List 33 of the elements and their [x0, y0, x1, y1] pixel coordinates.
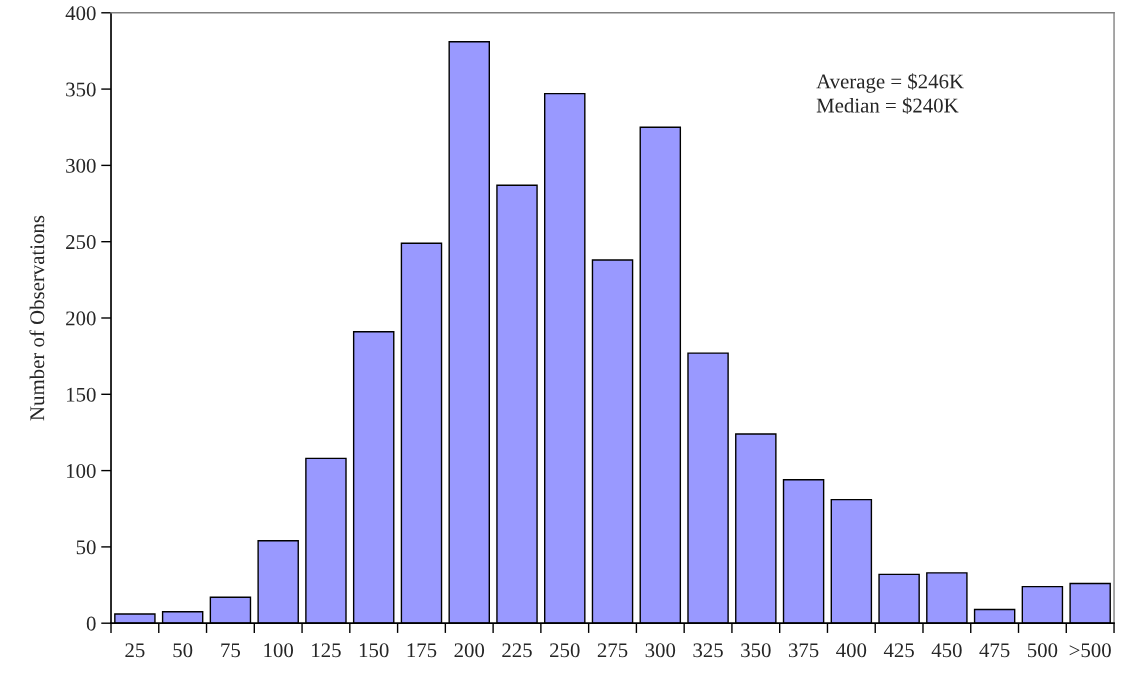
x-tick-label: 450	[931, 643, 962, 658]
x-tick-label: 425	[883, 643, 914, 658]
annotation: Median = $240K	[816, 97, 959, 114]
x-tick-label: 275	[597, 643, 628, 658]
y-tick-label: 150	[67, 387, 96, 402]
y-tick-label: 50	[76, 540, 96, 555]
x-tick-label: 25	[125, 643, 145, 658]
x-tick-label: 475	[979, 643, 1010, 658]
y-tick-label: 200	[66, 311, 96, 326]
y-tick-label: 100	[67, 463, 96, 479]
x-tick-label: 100	[264, 643, 294, 658]
y-tick-label: 250	[66, 235, 96, 250]
x-tick-label: 225	[502, 643, 532, 658]
x-tick-label: 75	[221, 643, 241, 658]
y-axis-title: Number of Observations	[29, 215, 45, 421]
x-tick-label: 50	[173, 643, 193, 658]
x-tick-label: 400	[836, 643, 867, 658]
x-tick-label: 175	[407, 643, 437, 658]
y-tick-label: 350	[66, 82, 96, 97]
x-tick-label: 250	[550, 643, 580, 658]
y-tick-label: 0	[86, 616, 96, 631]
x-tick-label: 375	[788, 643, 819, 658]
x-tick-label: 150	[359, 643, 389, 658]
x-tick-label: 500	[1027, 643, 1058, 658]
x-tick-label: 300	[645, 643, 676, 658]
x-tick-label: 200	[454, 643, 485, 658]
y-tick-label: 400	[65, 6, 96, 21]
x-tick-label: >500	[1069, 643, 1111, 658]
x-tick-label: 125	[312, 643, 341, 658]
y-tick-label: 300	[66, 158, 96, 173]
annotation: Average = $246K	[816, 73, 964, 93]
x-tick-label: 350	[741, 643, 771, 658]
x-tick-label: 325	[693, 643, 723, 658]
